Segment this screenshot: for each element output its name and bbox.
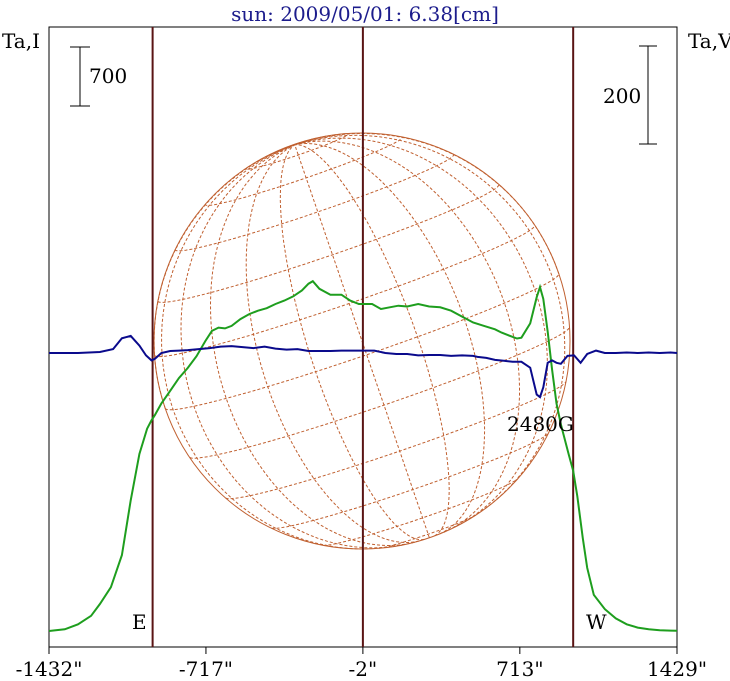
longitude-line	[209, 144, 415, 547]
longitude-line	[294, 144, 450, 537]
left-axis-label: Ta,I	[2, 29, 40, 53]
longitude-line	[294, 133, 346, 146]
latitude-line	[323, 478, 519, 546]
right-axis-label: Ta,V	[688, 29, 730, 53]
x-axis-ticks: -1432" -717" -2" 713" 1429"	[16, 647, 707, 681]
right-scale-bar	[639, 45, 657, 145]
longitude-line	[279, 144, 425, 541]
x-tick-label: 713"	[496, 657, 543, 681]
longitude-line	[294, 140, 520, 533]
east-marker: E	[132, 610, 147, 634]
longitude-line	[294, 137, 548, 528]
longitude-line	[294, 144, 430, 538]
x-tick-label: 1429"	[647, 657, 707, 681]
left-scale-label: 700	[89, 64, 127, 88]
right-scale-label: 200	[603, 84, 641, 108]
chart-title: sun: 2009/05/01: 6.38[cm]	[231, 2, 499, 26]
latitude-line	[245, 133, 349, 170]
x-tick-label: -717"	[179, 657, 233, 681]
x-tick-label: -1432"	[16, 657, 83, 681]
longitude-line	[153, 144, 295, 409]
x-tick-label: -2"	[349, 657, 378, 681]
longitude-line	[245, 144, 420, 544]
circular-polarization-curve	[49, 334, 678, 399]
series-layer	[48, 279, 678, 632]
longitude-line	[180, 144, 403, 549]
left-scale-bar	[70, 46, 90, 107]
longitude-line	[294, 142, 486, 535]
longitude-line	[294, 142, 298, 146]
field-strength-annotation: 2480G	[507, 412, 574, 436]
west-marker: W	[586, 610, 607, 634]
intensity-curve	[48, 279, 678, 632]
limb-lines	[151, 27, 575, 647]
longitude-line	[294, 132, 560, 274]
